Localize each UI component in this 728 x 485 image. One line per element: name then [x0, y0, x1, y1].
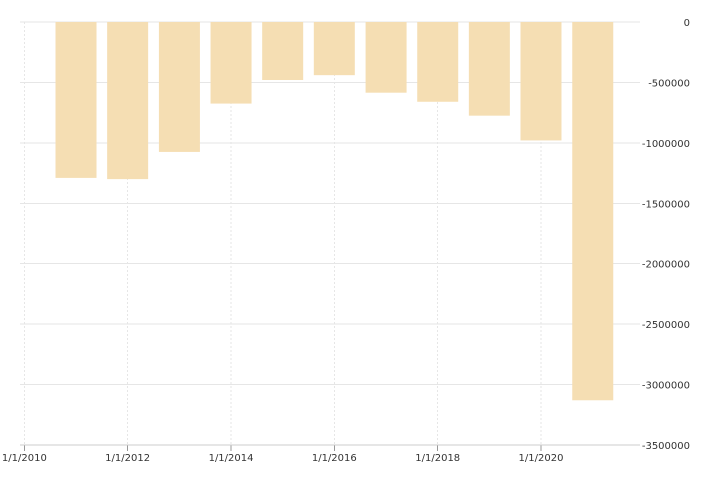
bar-2011	[55, 22, 97, 178]
bar-2014	[210, 22, 252, 104]
y-tick-label: -3500000	[642, 441, 690, 452]
x-tick-label: 1/1/2014	[209, 453, 254, 464]
bars	[55, 22, 614, 401]
y-tick-label: -2000000	[642, 260, 690, 271]
bar-2013	[158, 22, 200, 152]
bar-2019	[468, 22, 510, 116]
x-tick-label: 1/1/2018	[415, 453, 460, 464]
x-tick-label: 1/1/2016	[312, 453, 357, 464]
bar-2021	[572, 22, 614, 401]
y-tick-label: -500000	[648, 78, 690, 89]
y-tick-label: -3000000	[642, 381, 690, 392]
y-tick-label: -2500000	[642, 320, 690, 331]
x-tick-label: 1/1/2012	[105, 453, 150, 464]
y-tick-label: -1500000	[642, 199, 690, 210]
x-tick-label: 1/1/2010	[2, 453, 47, 464]
x-tick-label: 1/1/2020	[519, 453, 564, 464]
bar-2016	[313, 22, 355, 76]
bar-2020	[520, 22, 562, 141]
y-tick-label: -1000000	[642, 139, 690, 150]
bar-2018	[417, 22, 459, 102]
bar-2012	[107, 22, 149, 180]
y-tick-label: 0	[684, 18, 690, 29]
bar-2015	[262, 22, 304, 81]
bar-2017	[365, 22, 407, 93]
axes: 0 -500000 -1000000 -1500000 -2000000 -2500000…	[2, 18, 690, 464]
